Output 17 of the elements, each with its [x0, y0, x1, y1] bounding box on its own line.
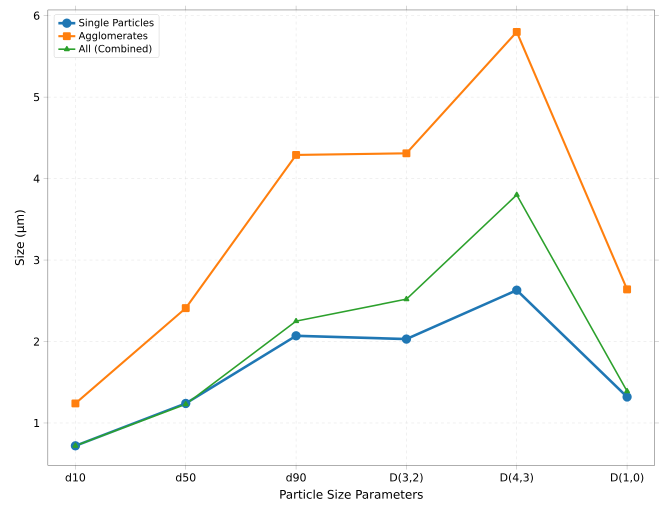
x-tick-label: D(1,0) [611, 472, 644, 483]
y-tick-label: 6 [34, 11, 40, 20]
y-tick-label: 1 [34, 418, 40, 427]
legend-label: Single Particles [79, 18, 154, 28]
legend-label: Agglomerates [78, 32, 148, 42]
x-tick-label: D(4,3) [500, 472, 533, 483]
x-axis-title: Particle Size Parameters [280, 490, 423, 499]
y-tick-label: 4 [34, 174, 40, 182]
x-tick-label: d50 [176, 472, 196, 482]
x-tick-label: D(3,2) [390, 472, 423, 483]
x-tick-label: d10 [66, 472, 86, 482]
y-tick-label: 5 [34, 92, 40, 102]
legend-label: All (Combined) [78, 44, 152, 54]
x-tick-label: d90 [286, 472, 306, 482]
y-tick-label: 3 [34, 256, 40, 264]
y-tick-label: 2 [34, 337, 39, 346]
y-axis-title: Size (µm) [14, 210, 26, 266]
